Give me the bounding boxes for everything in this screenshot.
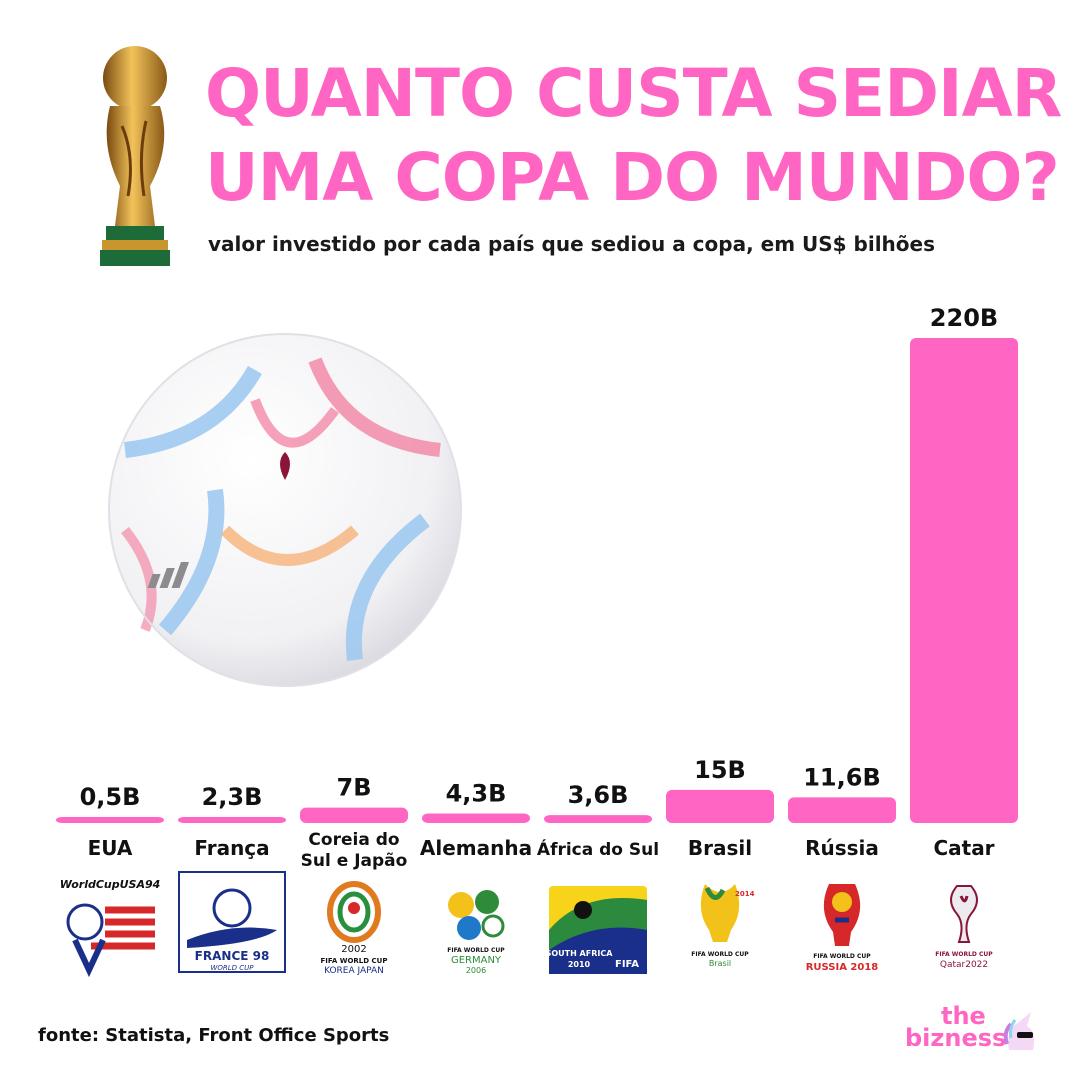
russia-2018-logo-icon: FIFA WORLD CUP RUSSIA 2018 [787, 870, 897, 980]
value-label-7: 220B [930, 304, 998, 332]
category-label-3: Alemanha [420, 836, 532, 860]
value-label-0: 0,5B [80, 783, 141, 811]
value-label-6: 11,6B [803, 763, 881, 791]
svg-text:SOUTH AFRICA: SOUTH AFRICA [546, 949, 614, 958]
svg-text:WorldCupUSA94: WorldCupUSA94 [60, 878, 161, 891]
value-label-2: 7B [337, 774, 372, 802]
bar-2 [300, 807, 408, 823]
page-subtitle: valor investido por cada país que sediou… [208, 232, 935, 256]
category-label-2-line-0: Coreia do [308, 830, 399, 850]
category-label-0-line-0: EUA [88, 836, 133, 860]
category-label-4: África do Sul [537, 838, 659, 860]
world-cup-trophy-icon [100, 46, 170, 266]
svg-text:Brasil: Brasil [709, 959, 731, 968]
svg-text:2010: 2010 [568, 960, 591, 969]
al-rihla-ball-icon [108, 333, 462, 687]
bar-0 [56, 817, 164, 823]
value-label-1: 2,3B [202, 783, 263, 811]
value-labels-group: 0,5B 2,3B 7B 4,3B 3,6B 15B 11,6B 220B [80, 304, 999, 811]
bar-4 [544, 815, 652, 823]
qatar-2022-logo-icon: FIFA WORLD CUP Qatar2022 [909, 870, 1019, 980]
svg-text:GERMANY: GERMANY [451, 955, 502, 966]
brand-logo: the bizness [905, 1002, 1055, 1062]
svg-text:FIFA: FIFA [615, 959, 639, 970]
svg-text:Qatar2022: Qatar2022 [940, 960, 988, 970]
value-label-4: 3,6B [568, 781, 629, 809]
svg-text:FIFA WORLD CUP: FIFA WORLD CUP [691, 951, 749, 958]
france98-logo-icon: FRANCE 98 WORLD CUP [177, 870, 287, 980]
germany-2006-logo-icon: FIFA WORLD CUP GERMANY 2006 [421, 870, 531, 980]
category-label-2: Coreia do Sul e Japão [301, 830, 408, 871]
worldcup-usa94-logo-icon: WorldCupUSA94 [55, 870, 165, 980]
source-note: fonte: Statista, Front Office Sports [38, 1025, 390, 1046]
category-label-6: Rússia [805, 836, 879, 860]
bar-7 [910, 338, 1018, 823]
svg-text:2006: 2006 [466, 966, 486, 975]
svg-text:FIFA WORLD CUP: FIFA WORLD CUP [813, 953, 871, 960]
category-label-1-line-0: França [194, 836, 269, 860]
category-label-0: EUA [88, 836, 133, 860]
svg-text:FIFA WORLD CUP: FIFA WORLD CUP [447, 947, 505, 954]
category-label-4-line-0: África do Sul [537, 838, 659, 860]
svg-text:KOREA JAPAN: KOREA JAPAN [324, 966, 384, 976]
bar-6 [788, 797, 896, 823]
title-line-2: UMA COPA DO MUNDO? [205, 139, 1060, 216]
unicorn-icon [1003, 1012, 1035, 1050]
brand-line-1: the [941, 1002, 986, 1030]
category-labels-group: EUA França Coreia do Sul e Japão Alemanha Áfr… [88, 830, 995, 871]
category-label-2-line-1: Sul e Japão [301, 851, 408, 871]
svg-text:FRANCE 98: FRANCE 98 [195, 949, 270, 963]
korea-japan-2002-logo-icon: 2002 FIFA WORLD CUP KOREA JAPAN [299, 870, 409, 980]
svg-text:RUSSIA 2018: RUSSIA 2018 [806, 962, 879, 973]
bar-1 [178, 817, 286, 823]
svg-text:2014: 2014 [735, 890, 755, 898]
category-label-1: França [194, 836, 269, 860]
category-label-6-line-0: Rússia [805, 836, 879, 860]
svg-text:FIFA WORLD CUP: FIFA WORLD CUP [935, 951, 993, 958]
south-africa-2010-logo-icon: SOUTH AFRICA 2010 FIFA [543, 870, 653, 980]
value-label-3: 4,3B [446, 780, 507, 808]
brasil-2014-logo-icon: 2014 FIFA WORLD CUP Brasil [665, 870, 775, 980]
brand-line-2: bizness [905, 1024, 1007, 1052]
category-label-3-line-0: Alemanha [420, 836, 532, 860]
page-title: QUANTO CUSTA SEDIAR UMA COPA DO MUNDO? [205, 52, 1065, 220]
bar-3 [422, 813, 530, 823]
svg-text:2002: 2002 [341, 944, 366, 955]
bar-5 [666, 789, 774, 823]
cost-bar-chart: 0,5B 2,3B 7B 4,3B 3,6B 15B 11,6B 220B EUA França… [56, 304, 1018, 871]
host-logos-row: WorldCupUSA94 FRANCE 98 WORLD CUP 2002 F… [0, 870, 1080, 990]
category-label-7: Catar [933, 836, 994, 860]
svg-text:WORLD CUP: WORLD CUP [210, 964, 254, 972]
category-label-5-line-0: Brasil [688, 836, 752, 860]
title-line-1: QUANTO CUSTA SEDIAR [205, 55, 1062, 132]
category-label-7-line-0: Catar [933, 836, 994, 860]
value-label-5: 15B [694, 756, 746, 784]
bars-group [56, 338, 1018, 823]
svg-text:FIFA WORLD CUP: FIFA WORLD CUP [321, 957, 388, 965]
category-label-5: Brasil [688, 836, 752, 860]
